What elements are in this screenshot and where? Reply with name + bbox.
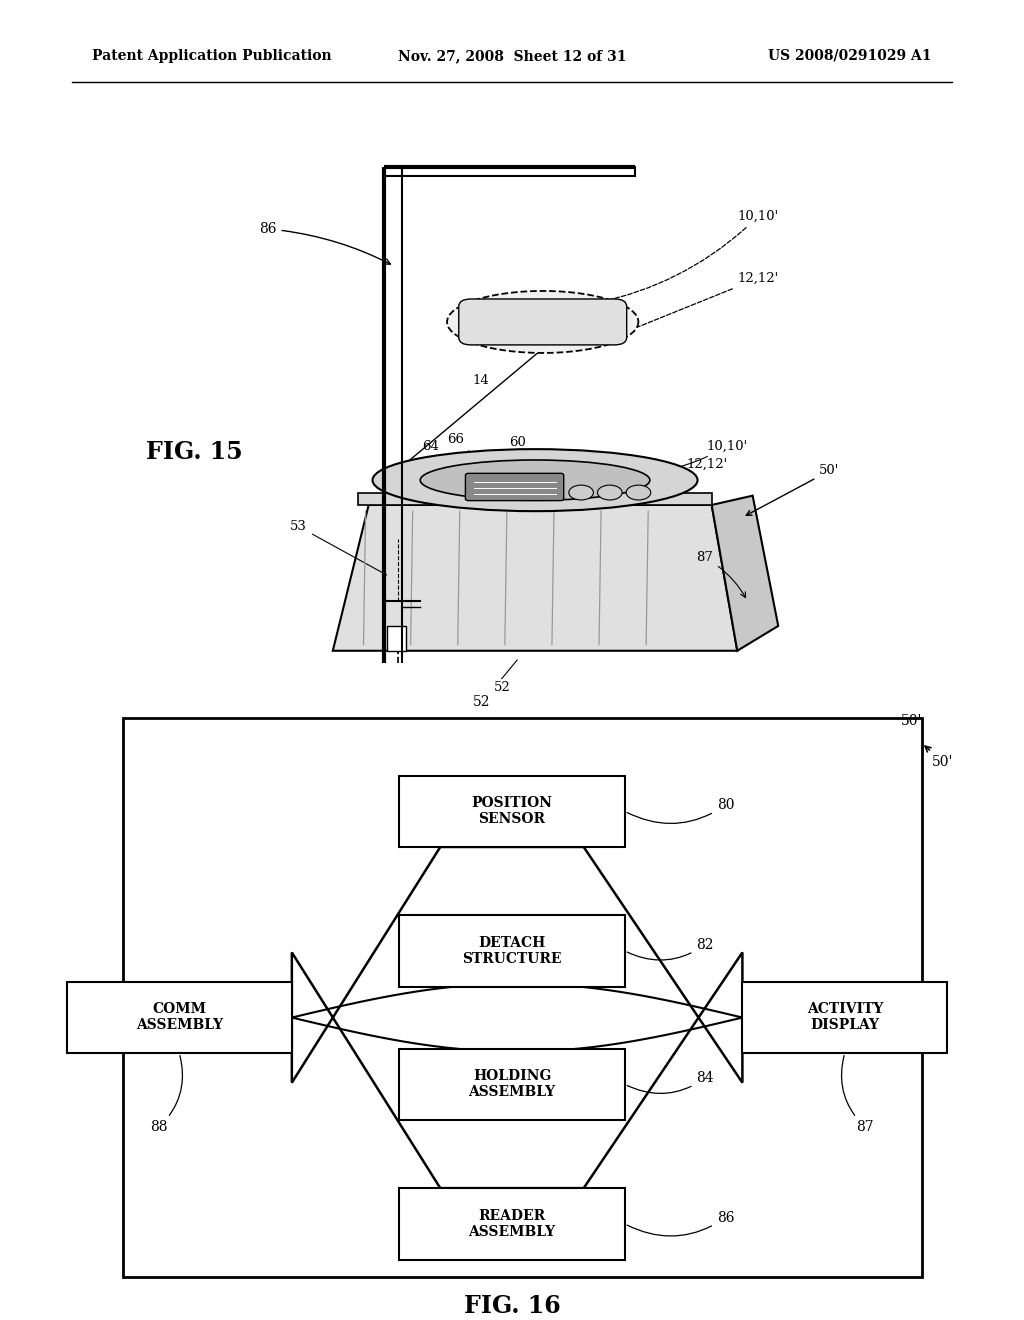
FancyBboxPatch shape: [465, 474, 563, 500]
Text: 14: 14: [473, 375, 489, 387]
Polygon shape: [333, 506, 737, 651]
Circle shape: [569, 486, 594, 500]
Circle shape: [598, 486, 623, 500]
Text: 88: 88: [150, 1056, 182, 1134]
Text: 12,12': 12,12': [638, 272, 778, 327]
Text: 10,10': 10,10': [597, 210, 778, 302]
Text: 64: 64: [422, 440, 485, 484]
Text: 87: 87: [842, 1056, 874, 1134]
FancyBboxPatch shape: [67, 982, 292, 1053]
Text: POSITION
SENSOR: POSITION SENSOR: [471, 796, 553, 826]
Text: READER
ASSEMBLY: READER ASSEMBLY: [468, 1209, 556, 1239]
Polygon shape: [358, 492, 712, 506]
Text: ACTIVITY
DISPLAY: ACTIVITY DISPLAY: [807, 1002, 883, 1032]
Text: 66: 66: [447, 433, 501, 470]
FancyBboxPatch shape: [742, 982, 947, 1053]
Text: US 2008/0291029 A1: US 2008/0291029 A1: [768, 49, 932, 63]
FancyBboxPatch shape: [387, 626, 406, 651]
Text: 50': 50': [901, 714, 923, 729]
Text: 60: 60: [509, 437, 542, 461]
Text: FIG. 16: FIG. 16: [464, 1295, 560, 1319]
Polygon shape: [463, 302, 623, 342]
Text: DETACH
STRUCTURE: DETACH STRUCTURE: [462, 936, 562, 966]
Text: 50': 50': [925, 746, 953, 768]
Text: 86: 86: [627, 1210, 734, 1236]
FancyBboxPatch shape: [399, 776, 625, 847]
Text: COMM
ASSEMBLY: COMM ASSEMBLY: [135, 1002, 223, 1032]
Text: Nov. 27, 2008  Sheet 12 of 31: Nov. 27, 2008 Sheet 12 of 31: [397, 49, 627, 63]
Text: 50': 50': [746, 465, 840, 515]
Text: 84: 84: [627, 1071, 714, 1093]
Text: 12,12': 12,12': [620, 458, 727, 495]
Polygon shape: [712, 495, 778, 651]
FancyBboxPatch shape: [399, 1188, 625, 1259]
Text: 87: 87: [696, 552, 745, 598]
Text: 53: 53: [291, 520, 387, 576]
Text: 80: 80: [627, 799, 734, 824]
Text: 10,10': 10,10': [621, 440, 748, 477]
Polygon shape: [447, 290, 638, 352]
FancyBboxPatch shape: [459, 300, 627, 345]
Text: 82: 82: [627, 937, 714, 960]
Circle shape: [627, 486, 651, 500]
FancyBboxPatch shape: [399, 915, 625, 986]
Ellipse shape: [420, 459, 650, 500]
FancyBboxPatch shape: [399, 1048, 625, 1119]
Text: 52: 52: [472, 694, 490, 709]
Ellipse shape: [373, 449, 697, 511]
FancyBboxPatch shape: [123, 718, 922, 1276]
Text: HOLDING
ASSEMBLY: HOLDING ASSEMBLY: [468, 1069, 556, 1100]
Text: FIG. 15: FIG. 15: [146, 441, 243, 465]
Text: 52: 52: [494, 681, 510, 694]
Text: 86: 86: [259, 222, 390, 264]
Text: Patent Application Publication: Patent Application Publication: [92, 49, 332, 63]
